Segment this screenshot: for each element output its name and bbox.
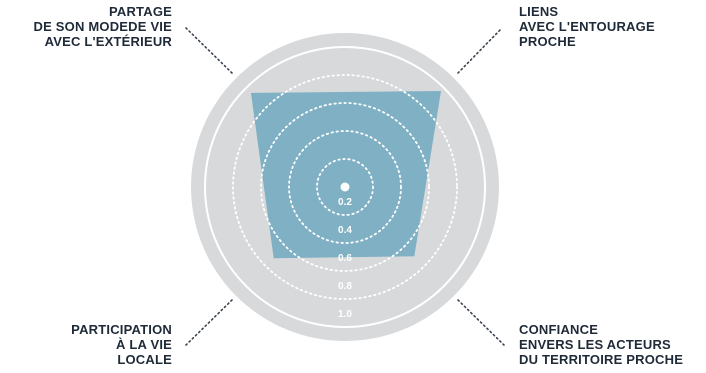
outer-ring [204, 46, 486, 328]
scale-tick-label: 0.6 [338, 253, 352, 264]
scale-tick-label: 0.2 [338, 197, 352, 208]
axis-label-line: AVEC L'EXTÉRIEUR [44, 34, 172, 49]
leader-line [457, 299, 505, 346]
axis-label-liens: LIENS AVEC L'ENTOURAGE PROCHE [519, 4, 699, 49]
axis-label-line: LOCALE [117, 352, 172, 367]
axis-label-line: ENVERS LES ACTEURS [519, 337, 671, 352]
axis-label-line: DU TERRITOIRE PROCHE [519, 352, 684, 367]
axis-label-line: PARTICIPATION [71, 322, 172, 337]
axis-label-line: AVEC L'ENTOURAGE [519, 19, 655, 34]
scale-tick-label: 0.4 [338, 225, 352, 236]
axis-label-line: À LA VIE [115, 337, 172, 352]
center-dot [340, 182, 350, 192]
scale-tick-label: 0.8 [338, 281, 352, 292]
axis-label-partage: PARTAGE DE SON MODEDE VIE AVEC L'EXTÉRIE… [10, 4, 172, 49]
axis-label-participation: PARTICIPATION À LA VIE LOCALE [10, 322, 172, 367]
scale-tick-label: 1.0 [338, 309, 352, 320]
grid-ring [288, 130, 402, 244]
axis-label-confiance: CONFIANCE ENVERS LES ACTEURS DU TERRITOI… [519, 322, 704, 367]
axis-label-line: CONFIANCE [519, 322, 599, 337]
axis-label-line: LIENS [519, 4, 559, 19]
leader-line [185, 299, 233, 346]
grid-ring [232, 74, 458, 300]
grid-ring [316, 158, 374, 216]
axis-label-line: DE SON MODEDE VIE [33, 19, 172, 34]
grid-ring [260, 102, 430, 272]
leader-line [457, 27, 503, 74]
axis-label-line: PROCHE [519, 34, 576, 49]
leader-line [185, 27, 233, 74]
axis-label-line: PARTAGE [108, 4, 172, 19]
